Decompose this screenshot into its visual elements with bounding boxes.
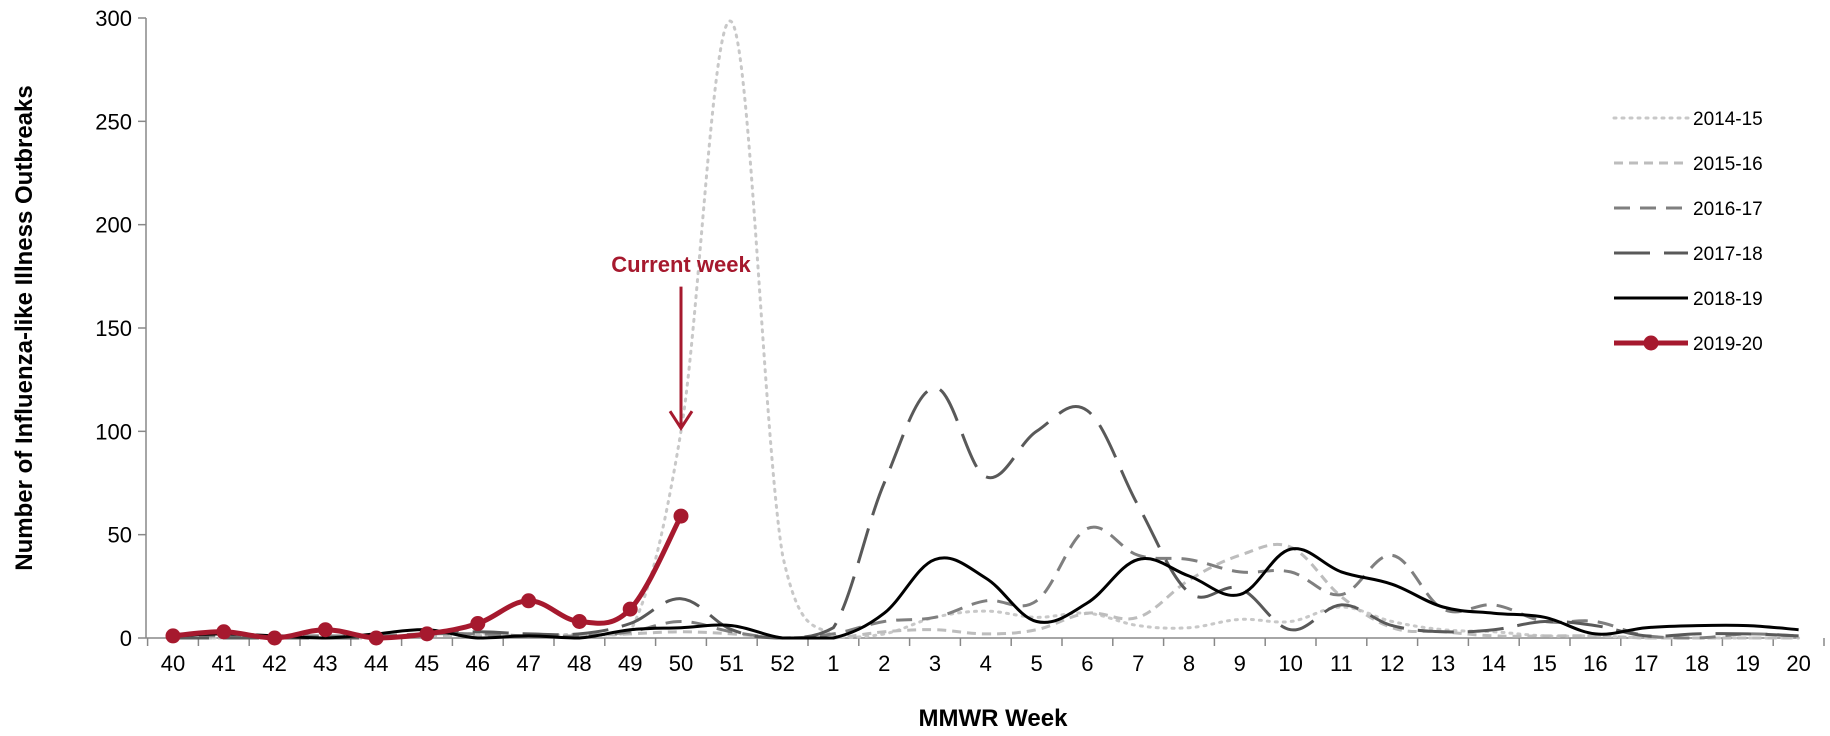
series-line-2017-18: [172, 386, 1799, 640]
x-tick-label: 52: [770, 651, 794, 676]
x-tick-label: 40: [161, 651, 185, 676]
series-point-2019-20: [317, 622, 333, 638]
x-axis-title: MMWR Week: [919, 705, 1069, 732]
series-point-2019-20: [521, 593, 537, 609]
x-tick-label: 11: [1330, 651, 1353, 676]
current-week-annotation: Current week: [611, 252, 751, 431]
series-line-2018-19: [172, 547, 1799, 640]
y-tick-label: 50: [108, 523, 132, 548]
legend-label-2017-18: 2017-18: [1693, 244, 1763, 265]
legend: 2014-15 2015-16 2016-17 2017-18 2018-19 2019-…: [1612, 109, 1763, 355]
x-tick-label: 48: [567, 651, 591, 676]
current-week-arrow-head: [668, 410, 694, 431]
series-line-2015-16: [172, 542, 1799, 640]
x-tick-label: 18: [1685, 651, 1709, 676]
series-line-2014-15: [171, 19, 1801, 640]
x-tick-label: 8: [1183, 651, 1195, 676]
y-tick-label: 200: [95, 213, 132, 238]
x-tick-label: 20: [1786, 651, 1810, 676]
legend-label-2019-20: 2019-20: [1693, 334, 1763, 355]
x-tick-label: 45: [415, 651, 439, 676]
series-point-2019-20: [216, 624, 232, 640]
y-tick-label: 0: [120, 626, 132, 651]
x-tick-label: 17: [1634, 651, 1658, 676]
legend-label-2018-19: 2018-19: [1693, 289, 1763, 310]
y-tick-label: 300: [95, 6, 132, 31]
x-tick-label: 4: [980, 651, 992, 676]
x-tick-label: 15: [1532, 651, 1556, 676]
legend-label-2014-15: 2014-15: [1693, 109, 1763, 130]
series-point-2019-20: [571, 613, 587, 629]
x-tick-label: 44: [364, 651, 388, 676]
y-tick-label: 150: [95, 316, 132, 341]
x-tick-label: 1: [827, 651, 839, 676]
series-point-2019-20: [622, 601, 638, 617]
series-lines: [165, 19, 1801, 646]
y-tick-label: 100: [95, 419, 132, 444]
legend-marker-2019-20: [1643, 335, 1659, 351]
x-tick-label: 43: [313, 651, 337, 676]
x-tick-label: 2: [878, 651, 890, 676]
series-point-2019-20: [267, 630, 283, 646]
x-tick-label: 12: [1380, 651, 1404, 676]
legend-label-2016-17: 2016-17: [1693, 199, 1763, 220]
x-tick-label: 46: [466, 651, 490, 676]
x-tick-label: 47: [516, 651, 540, 676]
x-tick-label: 13: [1431, 651, 1455, 676]
x-tick-label: 9: [1234, 651, 1246, 676]
y-axis-title: Number of Influenza-like Illness Outbrea…: [11, 85, 38, 570]
x-tick-label: 3: [929, 651, 941, 676]
current-week-label: Current week: [611, 252, 751, 277]
x-tick-label: 42: [262, 651, 286, 676]
x-tick-label: 49: [618, 651, 642, 676]
legend-label-2015-16: 2015-16: [1693, 154, 1763, 175]
x-tick-label: 16: [1583, 651, 1607, 676]
x-tick-label: 50: [669, 651, 693, 676]
y-tick-label: 250: [95, 109, 132, 134]
x-tick-label: 41: [212, 651, 236, 676]
x-tick-label: 7: [1132, 651, 1144, 676]
x-tick-label: 5: [1030, 651, 1042, 676]
series-point-2019-20: [470, 616, 486, 632]
x-tick-label: 10: [1278, 651, 1302, 676]
x-tick-label: 51: [720, 651, 744, 676]
series-point-2019-20: [165, 628, 181, 644]
x-tick-label: 14: [1482, 651, 1506, 676]
x-tick-label: 6: [1081, 651, 1093, 676]
series-point-2019-20: [419, 626, 435, 642]
series-line-2019-20: [172, 514, 684, 641]
series-point-2019-20: [673, 508, 689, 524]
series-point-2019-20: [368, 630, 384, 646]
x-tick-label: 19: [1736, 651, 1760, 676]
